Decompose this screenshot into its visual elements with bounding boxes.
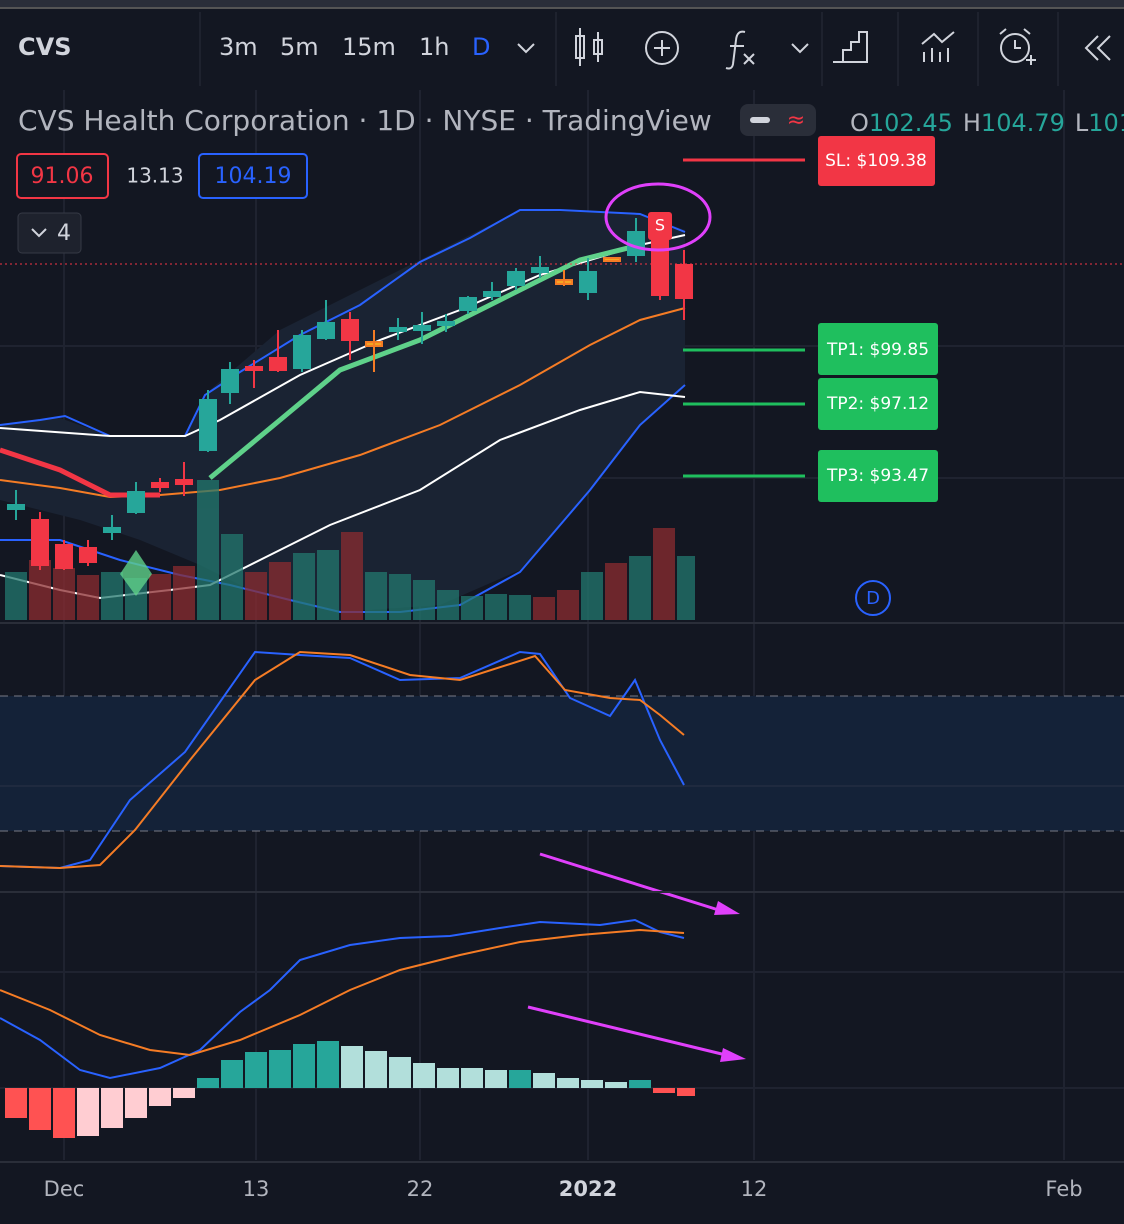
badge-value: 91.06: [31, 164, 94, 189]
stoch-band: [0, 696, 1124, 831]
volume: [5, 480, 695, 620]
arrow-head: [720, 1048, 746, 1062]
buy-signal: [120, 550, 152, 596]
dividend-icon[interactable]: [855, 580, 891, 616]
tp-lines: [683, 348, 805, 478]
tp-label: TP2: $97.12: [826, 394, 929, 414]
dropdown-icon[interactable]: [517, 43, 535, 54]
macd-histogram: [5, 1041, 695, 1138]
stoch-k: [0, 650, 685, 870]
x-tick-label: 12: [741, 1177, 768, 1201]
symbol[interactable]: CVS: [18, 33, 71, 61]
signal-line: [0, 928, 685, 1057]
interval[interactable]: 15m: [342, 33, 396, 61]
x-tick-label: 22: [407, 1177, 434, 1201]
collapse-icon: [31, 228, 47, 238]
toolbar-dividers: [555, 12, 1059, 86]
macd-line: [0, 918, 685, 1080]
top-border: [0, 0, 1124, 8]
badge-value: 104.19: [215, 164, 292, 189]
interval-active[interactable]: D: [472, 33, 490, 61]
band-fill: [0, 210, 685, 612]
x-tick-label: Feb: [1045, 1177, 1082, 1201]
badge: [16, 153, 109, 199]
signal-label: S: [655, 216, 665, 235]
lower-band: [0, 384, 686, 613]
x-tick-label: 13: [243, 1177, 270, 1201]
trend-up: [208, 242, 641, 480]
badge: [198, 153, 308, 199]
ohlc-key: O: [850, 109, 869, 137]
badge-value: 13.13: [126, 164, 183, 188]
collapse-count: 4: [57, 221, 71, 246]
toolbar-icons[interactable]: [575, 28, 1111, 70]
stoch-d: [0, 650, 685, 870]
ohlc-value: 101: [1088, 109, 1124, 137]
tp-box: [818, 450, 938, 502]
highlight-circle: [604, 182, 712, 252]
interval[interactable]: 1h: [419, 33, 449, 61]
sl-box: [818, 136, 935, 186]
interval[interactable]: 3m: [219, 33, 258, 61]
collapse-button[interactable]: [17, 212, 82, 254]
ema-mid: [0, 307, 686, 499]
ohlc-key: H: [963, 109, 981, 137]
toggle[interactable]: [740, 104, 816, 136]
toggle-icon: ≈: [787, 108, 805, 133]
x-tick-label: Dec: [44, 1177, 85, 1201]
toggle-icon: [750, 117, 770, 123]
tp-label: TP3: $93.47: [826, 466, 929, 486]
interval[interactable]: 5m: [280, 33, 319, 61]
ohlc-value: 102.45: [869, 109, 953, 137]
arrow: [527, 1005, 731, 1058]
tp-box: [818, 323, 938, 375]
arrow-head: [714, 901, 740, 915]
sl-label: SL: $109.38: [825, 151, 927, 171]
ohlc-value: 104.79: [981, 109, 1065, 137]
chart-title: CVS Health Corporation · 1D · NYSE · Tra…: [18, 104, 712, 137]
ohlc: O102.45 H104.79 L101: [850, 109, 1124, 137]
tp-box: [818, 378, 938, 430]
tp-label: TP1: $99.85: [826, 340, 929, 360]
dividend-label[interactable]: D: [866, 588, 880, 609]
signal-box: [648, 212, 672, 240]
arrow: [539, 852, 726, 914]
ohlc-key: L: [1075, 109, 1089, 137]
x-tick-label: 2022: [559, 1177, 617, 1201]
